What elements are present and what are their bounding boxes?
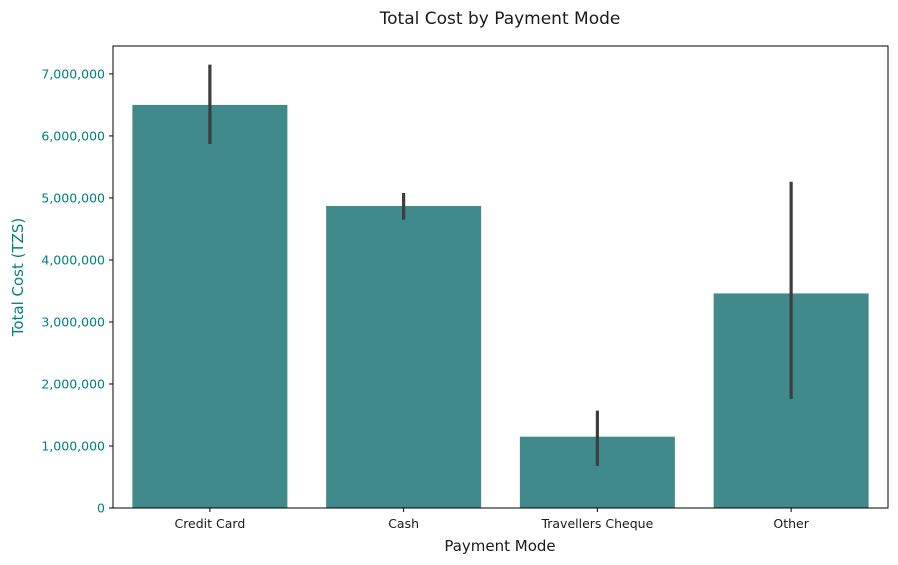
y-tick-label: 4,000,000 bbox=[41, 252, 105, 267]
error-bars-group bbox=[208, 64, 793, 466]
x-axis-label: Payment Mode bbox=[444, 537, 555, 555]
y-tick-label: 6,000,000 bbox=[41, 128, 105, 143]
y-tick-label: 1,000,000 bbox=[41, 438, 105, 453]
y-tick-label: 5,000,000 bbox=[41, 190, 105, 205]
x-tick-label: Travellers Cheque bbox=[540, 516, 653, 531]
chart-title: Total Cost by Payment Mode bbox=[379, 9, 621, 29]
plot-frame bbox=[112, 45, 889, 509]
x-tick-label: Other bbox=[773, 516, 809, 531]
y-tick-label: 3,000,000 bbox=[41, 314, 105, 329]
bar-credit-card bbox=[132, 104, 288, 508]
bars-group bbox=[132, 104, 869, 508]
x-tick-label: Cash bbox=[388, 516, 419, 531]
y-axis-label: Total Cost (TZS) bbox=[9, 218, 27, 338]
x-axis: Credit Card Cash Travellers Cheque Other bbox=[174, 508, 810, 531]
y-tick-label: 2,000,000 bbox=[41, 376, 105, 391]
x-tick-label: Credit Card bbox=[174, 516, 245, 531]
bar-cash bbox=[326, 205, 482, 508]
y-tick-label: 7,000,000 bbox=[41, 66, 105, 81]
y-tick-label: 0 bbox=[97, 501, 105, 516]
y-axis: 0 1,000,000 2,000,000 3,000,000 4,000,000 5,0… bbox=[41, 66, 113, 516]
